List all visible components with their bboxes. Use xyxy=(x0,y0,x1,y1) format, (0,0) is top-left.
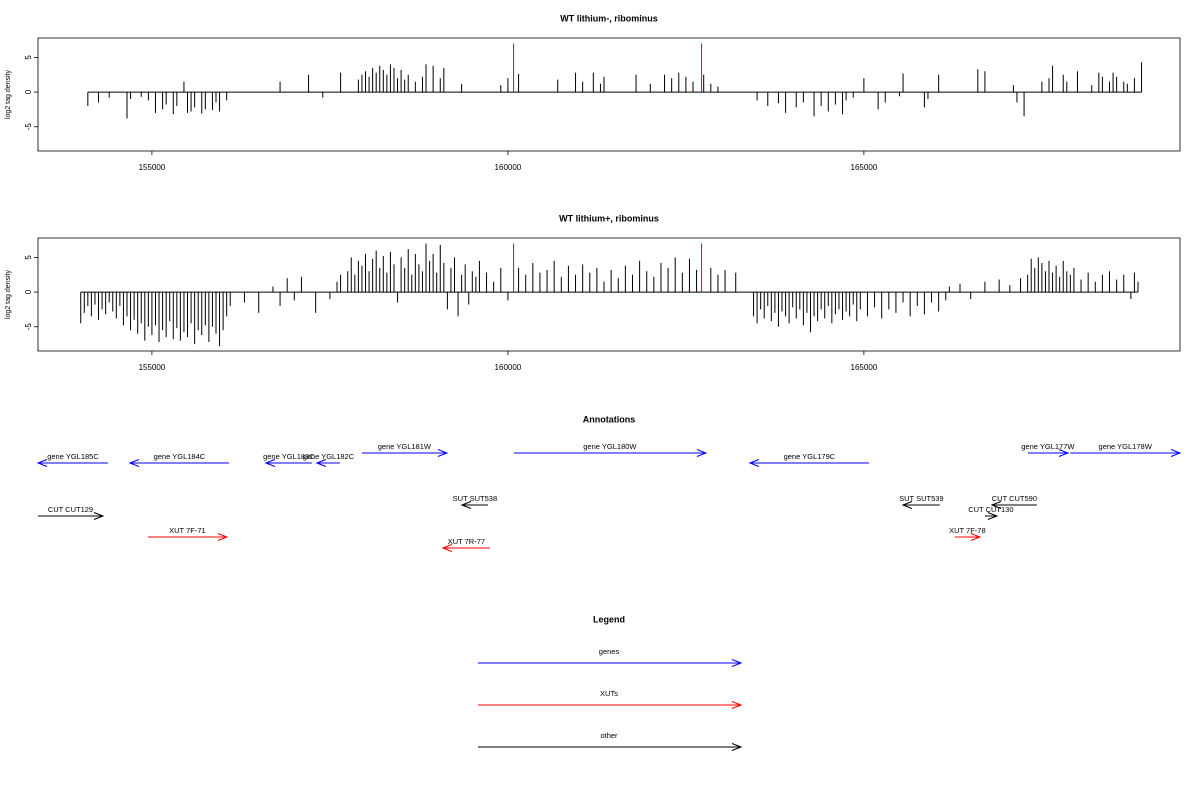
feature-label: gene YGL183C xyxy=(263,452,315,461)
legend-arrow xyxy=(478,701,743,709)
feature-arrow xyxy=(441,544,490,552)
arrow-part xyxy=(264,459,276,467)
arrow-part xyxy=(128,459,140,467)
y-tick-label: -5 xyxy=(24,323,33,331)
arrow-part xyxy=(731,659,743,667)
y-tick-label: 5 xyxy=(24,55,33,60)
feature-label: CUT CUT129 xyxy=(48,505,93,514)
arrow-part xyxy=(748,459,760,467)
feature-arrow xyxy=(38,512,105,520)
feature-arrow xyxy=(901,501,940,509)
y-tick-label: 5 xyxy=(24,255,33,260)
feature-arrow xyxy=(748,459,869,467)
feature-label: XUT 7F-78 xyxy=(949,526,986,535)
arrow-part xyxy=(731,743,743,751)
feature-label: gene YGL178W xyxy=(1099,442,1153,451)
panel-title: WT lithium+, ribominus xyxy=(559,213,659,223)
y-tick-label: 0 xyxy=(24,89,33,94)
annotations-title: Annotations xyxy=(583,414,636,424)
feature-label: gene YGL180W xyxy=(583,442,637,451)
arrow-part xyxy=(460,501,472,509)
arrow-part xyxy=(731,701,743,709)
arrow-part xyxy=(36,459,48,467)
feature-arrow xyxy=(1070,449,1182,457)
feature-arrow xyxy=(315,459,340,467)
feature-label: SUT SUT539 xyxy=(899,494,943,503)
feature-arrow xyxy=(128,459,229,467)
x-tick-label: 155000 xyxy=(139,363,166,372)
legend-label: genes xyxy=(599,647,620,656)
y-tick-label: -5 xyxy=(24,123,33,131)
arrow-part xyxy=(970,533,982,541)
legend-label: XUTs xyxy=(600,689,618,698)
x-tick-label: 155000 xyxy=(139,163,166,172)
feature-label: XUT 7F-71 xyxy=(169,526,206,535)
legend-arrow xyxy=(478,659,743,667)
feature-arrow xyxy=(460,501,488,509)
feature-arrow xyxy=(36,459,108,467)
arrow-part xyxy=(1170,449,1182,457)
plot-frame xyxy=(37,237,1181,352)
x-tick-label: 165000 xyxy=(851,163,878,172)
y-axis-label: log2 tag density xyxy=(5,269,12,319)
arrow-part xyxy=(1058,449,1070,457)
arrow-part xyxy=(901,501,913,509)
y-axis-label: log2 tag density xyxy=(5,69,12,119)
feature-arrow xyxy=(984,512,999,520)
arrow-part xyxy=(437,449,449,457)
legend-arrow xyxy=(478,743,743,751)
feature-label: gene YGL185C xyxy=(47,452,99,461)
x-tick-label: 160000 xyxy=(495,363,522,372)
feature-arrow xyxy=(264,459,312,467)
feature-arrow xyxy=(990,501,1037,509)
panel-title: WT lithium-, ribominus xyxy=(560,13,658,23)
y-tick-label: 0 xyxy=(24,289,33,294)
feature-label: gene YGL177W xyxy=(1021,442,1075,451)
x-tick-label: 165000 xyxy=(851,363,878,372)
arrow-part xyxy=(315,459,327,467)
feature-arrow xyxy=(361,449,449,457)
feature-label: SUT SUT538 xyxy=(453,494,497,503)
feature-label: gene YGL181W xyxy=(378,442,432,451)
plot-frame xyxy=(37,37,1181,152)
x-tick-label: 160000 xyxy=(495,163,522,172)
legend-title: Legend xyxy=(593,614,625,624)
feature-label: CUT CUT590 xyxy=(992,494,1037,503)
feature-arrow xyxy=(954,533,982,541)
feature-arrow xyxy=(147,533,229,541)
arrow-part xyxy=(93,512,105,520)
legend-label: other xyxy=(600,731,618,740)
feature-label: XUT 7R-77 xyxy=(448,537,485,546)
feature-label: gene YGL179C xyxy=(784,452,836,461)
arrow-part xyxy=(696,449,708,457)
arrow-part xyxy=(441,544,453,552)
arrow-part xyxy=(987,512,999,520)
feature-arrow xyxy=(1027,449,1070,457)
arrow-part xyxy=(990,501,1002,509)
feature-label: CUT CUT130 xyxy=(968,505,1013,514)
feature-label: gene YGL182C xyxy=(303,452,355,461)
feature-label: gene YGL184C xyxy=(154,452,206,461)
arrow-part xyxy=(217,533,229,541)
feature-arrow xyxy=(513,449,708,457)
